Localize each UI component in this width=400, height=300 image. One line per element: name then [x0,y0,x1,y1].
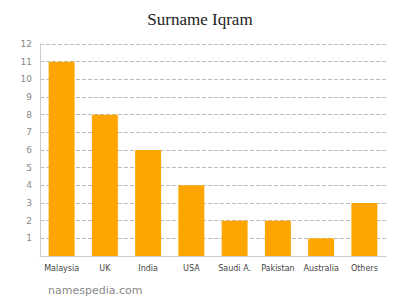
svg-text:9: 9 [26,92,32,102]
svg-text:UK: UK [99,264,111,273]
svg-text:1: 1 [26,233,32,243]
svg-text:Australia: Australia [303,264,338,273]
svg-text:10: 10 [21,74,33,84]
svg-text:Others: Others [351,264,378,273]
svg-text:USA: USA [183,264,200,273]
svg-text:namespedia.com: namespedia.com [48,284,142,297]
svg-text:8: 8 [26,110,32,120]
svg-text:Pakistan: Pakistan [261,264,295,273]
svg-text:7: 7 [26,127,32,137]
svg-text:11: 11 [21,57,32,67]
svg-text:6: 6 [26,145,32,155]
svg-text:Saudi A.: Saudi A. [218,264,251,273]
svg-text:3: 3 [26,198,32,208]
svg-text:Surname Iqram: Surname Iqram [147,10,252,29]
svg-text:12: 12 [21,39,32,49]
svg-text:5: 5 [26,163,32,173]
svg-text:India: India [138,264,158,273]
svg-text:2: 2 [26,216,32,226]
svg-text:Malaysia: Malaysia [44,264,79,273]
svg-text:4: 4 [26,180,32,190]
